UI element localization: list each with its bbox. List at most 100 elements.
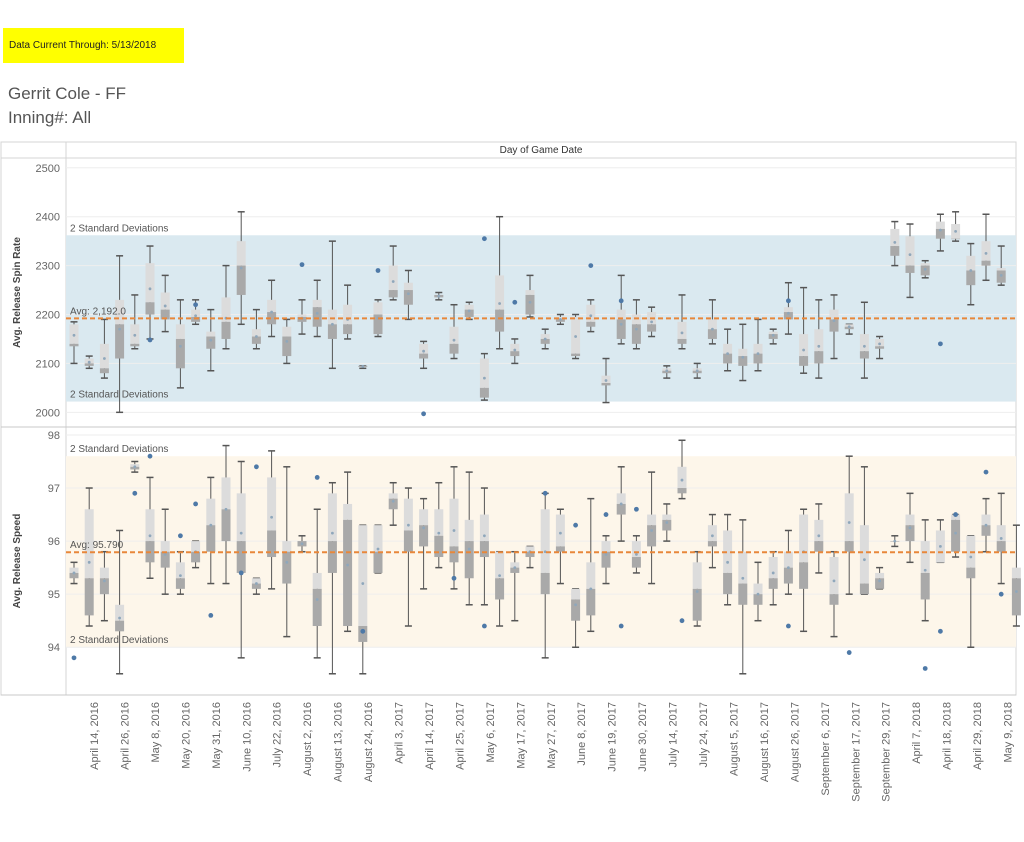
mean-point xyxy=(315,311,319,315)
box-lower-quartile xyxy=(540,572,550,595)
y-tick-label: 2400 xyxy=(36,212,60,224)
box-lower-quartile xyxy=(616,319,626,339)
box-upper-quartile xyxy=(571,588,581,600)
y-tick-label: 95 xyxy=(48,589,60,601)
box-61 xyxy=(996,245,1006,286)
mean-point xyxy=(741,355,745,359)
box-23 xyxy=(419,340,429,370)
mean-point xyxy=(665,521,669,524)
outlier-point xyxy=(786,623,791,629)
mean-point xyxy=(467,309,471,313)
mean-point xyxy=(179,344,182,348)
box-22 xyxy=(403,487,413,627)
box-upper-quartile xyxy=(297,314,307,317)
box-1 xyxy=(84,487,94,627)
y-tick-label: 2500 xyxy=(36,163,60,175)
box-8 xyxy=(191,540,201,569)
box-lower-quartile xyxy=(738,356,748,366)
mean-point xyxy=(787,566,790,570)
box-lower-quartile xyxy=(434,535,444,558)
y-tick-label: 97 xyxy=(48,483,60,495)
box-lower-quartile xyxy=(601,382,611,386)
box-upper-quartile xyxy=(601,541,611,552)
box-upper-quartile xyxy=(267,477,277,531)
box-upper-quartile xyxy=(479,514,489,542)
box-upper-quartile xyxy=(343,304,353,325)
mean-point xyxy=(680,478,684,482)
mean-point xyxy=(711,327,714,331)
box-lower-quartile xyxy=(829,319,839,332)
mean-point xyxy=(87,360,91,364)
box-upper-quartile xyxy=(510,562,520,568)
box-upper-quartile xyxy=(175,324,185,339)
box-lower-quartile xyxy=(175,338,185,369)
mean-point xyxy=(133,333,137,337)
box-33 xyxy=(571,588,581,648)
box-lower-quartile xyxy=(327,541,337,573)
box-16 xyxy=(312,508,322,659)
mean-point xyxy=(239,266,243,270)
mean-point xyxy=(209,338,213,342)
mean-point xyxy=(467,547,471,551)
box-upper-quartile xyxy=(160,292,170,310)
box-52 xyxy=(859,466,869,595)
box-lower-quartile xyxy=(935,562,945,563)
box-upper-quartile xyxy=(738,348,748,357)
box-32 xyxy=(555,508,565,585)
box-lower-quartile xyxy=(358,626,368,642)
box-lower-quartile xyxy=(981,525,991,536)
box-upper-quartile xyxy=(799,334,809,357)
mean-point xyxy=(893,539,897,543)
box-lower-quartile xyxy=(419,353,429,359)
box-58 xyxy=(951,513,961,558)
outlier-point xyxy=(147,337,153,343)
mean-point xyxy=(528,300,532,304)
box-33 xyxy=(571,313,581,360)
mean-point xyxy=(255,582,258,585)
box-lower-quartile xyxy=(206,336,216,349)
box-48 xyxy=(799,508,809,633)
mean-point xyxy=(695,369,699,373)
mean-point xyxy=(437,531,441,535)
mean-point xyxy=(635,552,638,556)
mean-point xyxy=(741,576,745,580)
box-upper-quartile xyxy=(115,299,125,325)
x-tick-label: April 7, 2018 xyxy=(911,702,923,764)
x-tick-label: August 24, 2016 xyxy=(363,702,375,782)
mean-point xyxy=(118,616,121,620)
box-upper-quartile xyxy=(495,275,505,310)
box-lower-quartile xyxy=(69,343,79,347)
mean-point xyxy=(756,352,760,356)
mean-point xyxy=(361,364,365,368)
box-lower-quartile xyxy=(951,519,961,552)
box-lower-quartile xyxy=(99,368,109,374)
box-upper-quartile xyxy=(981,241,991,261)
box-upper-quartile xyxy=(586,304,596,322)
box-21 xyxy=(388,481,398,526)
box-upper-quartile xyxy=(327,309,337,325)
box-19 xyxy=(358,524,368,675)
box-lower-quartile xyxy=(905,265,915,273)
mean-point xyxy=(72,333,76,337)
box-upper-quartile xyxy=(251,329,261,337)
box-54 xyxy=(890,220,900,267)
box-upper-quartile xyxy=(707,525,717,542)
mean-point xyxy=(878,342,881,346)
box-16 xyxy=(312,279,322,338)
box-lower-quartile xyxy=(221,509,231,542)
box-upper-quartile xyxy=(981,514,991,526)
box-lower-quartile xyxy=(844,541,854,552)
box-upper-quartile xyxy=(84,509,94,579)
box-lower-quartile xyxy=(510,567,520,573)
mean-point xyxy=(923,568,927,572)
box-upper-quartile xyxy=(692,562,702,589)
box-lower-quartile xyxy=(343,324,353,335)
box-lower-quartile xyxy=(479,387,489,398)
mean-point xyxy=(543,337,547,341)
mean-point xyxy=(452,338,456,342)
mean-point xyxy=(619,322,623,326)
box-lower-quartile xyxy=(692,588,702,621)
mean-point xyxy=(209,523,213,527)
outlier-point xyxy=(482,623,487,629)
mean-point xyxy=(194,314,198,318)
